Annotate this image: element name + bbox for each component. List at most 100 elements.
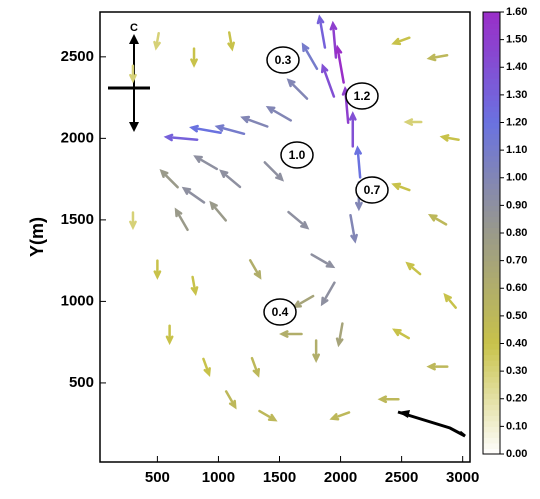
colorbar-segment: [483, 371, 500, 378]
colorbar-segment: [483, 67, 500, 74]
colorbar-segment: [483, 382, 500, 389]
colorbar-tick-label: 0.30: [506, 365, 527, 377]
colorbar-segment: [483, 349, 500, 356]
colorbar-segment: [483, 315, 500, 322]
colorbar-segment: [483, 266, 500, 273]
vector-arrow: [348, 111, 357, 148]
vector-arrow: [443, 292, 457, 309]
colorbar-tick-label: 0.90: [506, 199, 527, 211]
vector-arrow: [153, 259, 162, 280]
vector-arrow: [292, 294, 315, 309]
colorbar-segment: [483, 216, 500, 223]
vector-arrow: [189, 124, 222, 134]
colorbar-segment: [483, 233, 500, 240]
colorbar-segment: [483, 221, 500, 228]
colorbar-segment: [483, 415, 500, 422]
annotation-bubble: [280, 141, 314, 169]
vector-arrow: [159, 169, 179, 189]
colorbar-segment: [483, 199, 500, 206]
vector-arrow: [240, 115, 269, 128]
y-tick-label: 2000: [61, 129, 94, 146]
colorbar-segment: [483, 94, 500, 101]
annotation: 1.2: [354, 89, 371, 103]
colorbar-segment: [483, 437, 500, 444]
reference-arrow: [397, 410, 466, 438]
x-tick-label: 500: [145, 469, 170, 486]
compass-label: C: [130, 22, 138, 34]
vector-arrow: [181, 186, 206, 204]
vector-arrow: [405, 261, 422, 276]
vector-arrow: [193, 155, 219, 171]
vector-arrow: [190, 47, 198, 68]
vector-arrow: [214, 124, 246, 136]
vector-arrow: [263, 161, 285, 182]
colorbar-tick-label: 1.50: [506, 34, 527, 46]
colorbar-segment: [483, 387, 500, 394]
colorbar-segment: [483, 326, 500, 333]
compass: C: [108, 22, 150, 132]
vector-arrow: [301, 42, 319, 71]
colorbar-segment: [483, 310, 500, 317]
colorbar-segment: [483, 177, 500, 184]
colorbar-segment: [483, 116, 500, 123]
vector-arrow: [312, 339, 320, 363]
vector-arrow: [439, 134, 460, 142]
vector-arrow: [190, 275, 199, 297]
vector-arrow: [391, 182, 411, 192]
vector-arrow: [153, 31, 161, 51]
x-tick-label: 1500: [263, 469, 296, 486]
vector-arrow: [329, 411, 351, 421]
colorbar-tick-label: 0.10: [506, 420, 527, 432]
colorbar-segment: [483, 183, 500, 190]
colorbar-tick-label: 0.70: [506, 255, 527, 267]
colorbar-segment: [483, 442, 500, 449]
colorbar-tick-label: 0.00: [506, 448, 527, 460]
colorbar-tick-label: 0.60: [506, 282, 527, 294]
vector-arrow: [426, 53, 449, 62]
vector-arrow: [391, 36, 411, 46]
y-tick-label: 2500: [61, 48, 94, 65]
colorbar-segment: [483, 420, 500, 427]
vector-arrow: [129, 211, 137, 231]
colorbar-segment: [483, 343, 500, 350]
colorbar-segment: [483, 271, 500, 278]
colorbar-segment: [483, 337, 500, 344]
colorbar-segment: [483, 321, 500, 328]
colorbar-segment: [483, 122, 500, 129]
annotation: 1.0: [289, 148, 306, 162]
colorbar-segment: [483, 288, 500, 295]
colorbar-segment: [483, 111, 500, 118]
colorbar: 0.00 0.10 0.20 0.30 0.40 0.50 0.60 0.70 0.80 0.90…: [482, 6, 527, 460]
vector-arrow: [265, 105, 293, 122]
vector-arrow: [202, 357, 211, 378]
annotation-bubble: [266, 46, 300, 74]
vector-arrow: [316, 14, 327, 49]
colorbar-segment: [483, 12, 500, 19]
colorbar-segment: [483, 39, 500, 46]
vector-arrow: [427, 213, 448, 226]
colorbar-segment: [483, 282, 500, 289]
colorbar-segment: [483, 61, 500, 68]
colorbar-segment: [483, 365, 500, 372]
colorbar-segment: [483, 78, 500, 85]
vector-arrow: [335, 322, 344, 348]
colorbar-segment: [483, 277, 500, 284]
colorbar-segment: [483, 23, 500, 30]
colorbar-segment: [483, 83, 500, 90]
colorbar-segment: [483, 210, 500, 217]
vector-arrow: [287, 210, 310, 230]
y-tick-label: 1500: [61, 211, 94, 228]
annotation: 0.7: [364, 183, 381, 197]
vector-arrow: [219, 169, 242, 189]
colorbar-segment: [483, 128, 500, 135]
vector-arrow: [174, 207, 189, 232]
vector-arrow: [349, 213, 358, 244]
colorbar-tick-label: 1.40: [506, 61, 527, 73]
y-axis-label: Y(m): [27, 217, 47, 257]
colorbar-segment: [483, 45, 500, 52]
x-tick-label: 3000: [446, 469, 479, 486]
colorbar-segment: [483, 398, 500, 405]
vector-arrow: [286, 78, 309, 100]
vector-arrow: [403, 118, 423, 126]
compass-head: [129, 34, 139, 132]
